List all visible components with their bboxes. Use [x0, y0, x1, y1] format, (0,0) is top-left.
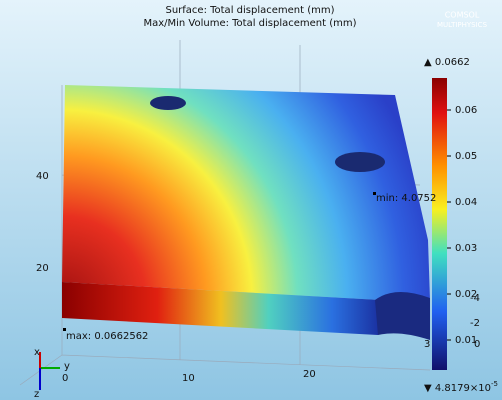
annotation-max: max: 0.0662562: [66, 331, 148, 342]
axis-triad: y x z: [34, 347, 70, 400]
axis-label: -4: [470, 293, 480, 304]
plate-top: [62, 85, 430, 300]
subtitle: Max/Min Volume: Total displacement (mm): [143, 18, 356, 29]
axis-label: 40: [36, 171, 49, 182]
colorbar-tick-label: 0.05: [455, 151, 477, 162]
axis-label: 20: [303, 369, 316, 380]
min-exponent: -5: [491, 380, 498, 388]
min-value: ▼ 4.8179×10: [424, 383, 491, 394]
hole-cut: [375, 291, 430, 340]
axis-label: -2: [470, 318, 480, 329]
title: Surface: Total displacement (mm): [165, 5, 334, 16]
axis-label: 0: [474, 339, 480, 350]
axis-label: 0: [62, 373, 68, 384]
logo: COMSOL: [445, 11, 480, 20]
colorbar-tick-label: 0.03: [455, 243, 477, 254]
colorbar-tick-label: 0.06: [455, 105, 477, 116]
annotation-min: min: 4.0752: [376, 193, 436, 204]
triad-label: z: [34, 389, 39, 400]
colorbar-tick-label: 0.04: [455, 197, 477, 208]
triad-label: y: [64, 361, 70, 372]
colorbar: [432, 78, 447, 370]
logo: MULTIPHYSICS: [437, 21, 488, 29]
colorbar-max: ▲ 0.0662: [424, 57, 470, 68]
axis-label: 3: [424, 339, 430, 350]
hole: [150, 96, 186, 110]
hole: [335, 152, 385, 172]
colorbar-min: ▼ 4.8179×10-5: [424, 380, 498, 394]
plate-front: [62, 282, 380, 335]
min-marker: [373, 192, 376, 195]
colorbar-tick-label: 0.02: [455, 289, 477, 300]
colorbar-tick-label: 0.01: [455, 335, 477, 346]
triad-label: x: [34, 347, 40, 358]
axis-label: 20: [36, 263, 49, 274]
max-marker: [63, 328, 66, 331]
axis-label: 10: [182, 373, 195, 384]
